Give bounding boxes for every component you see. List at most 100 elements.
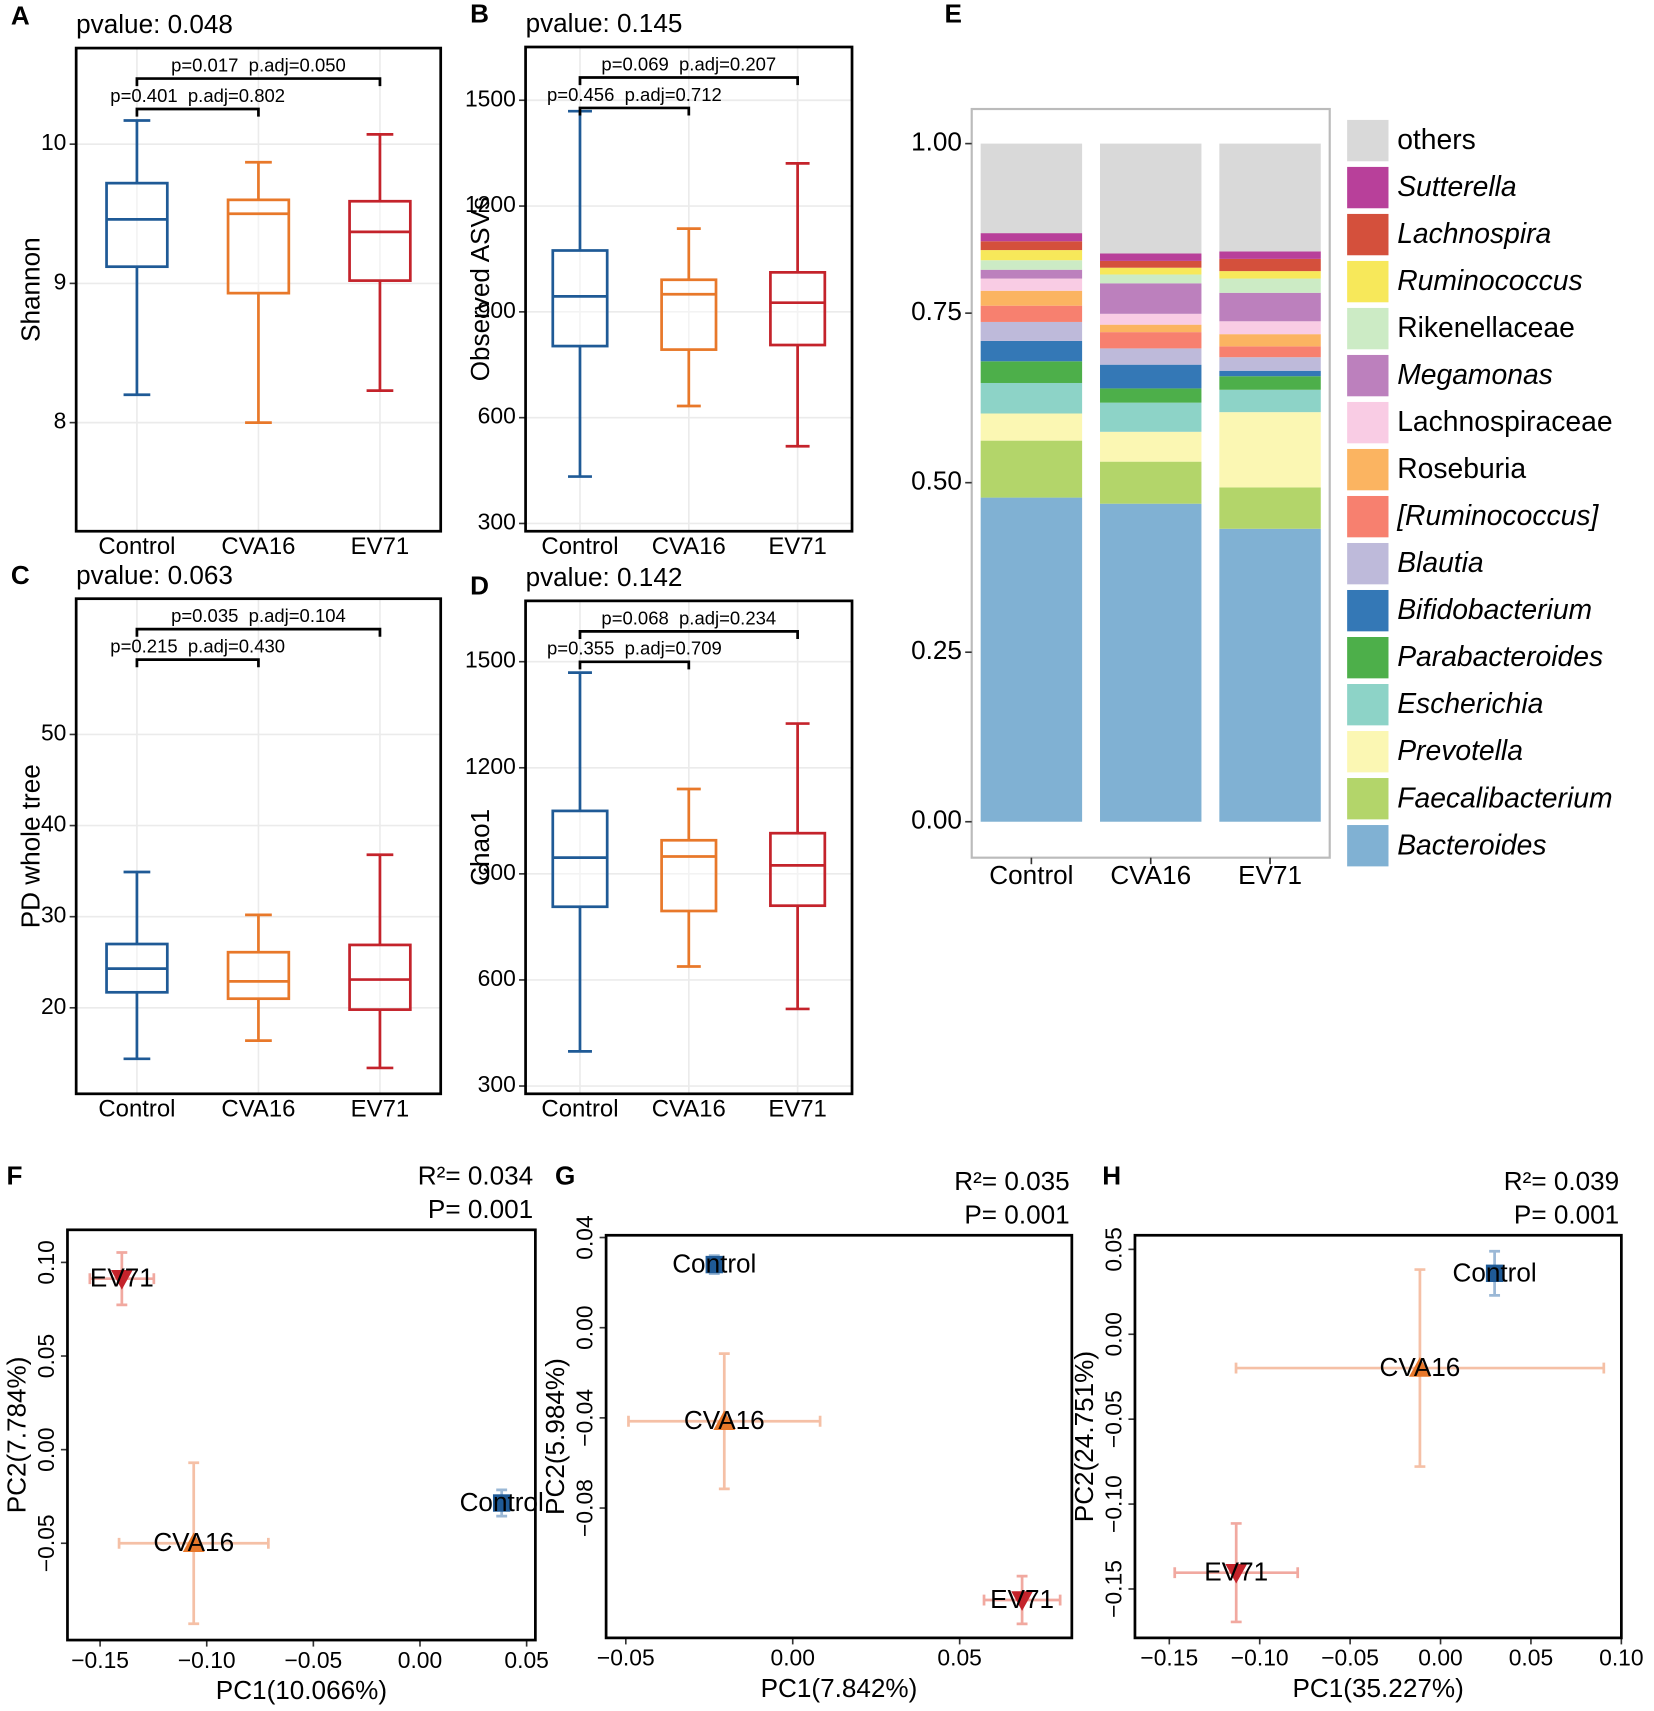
bar-segment	[1219, 487, 1321, 529]
x-tick-label: 0.05	[1509, 1645, 1553, 1671]
legend-swatch	[1347, 731, 1389, 773]
comparison-bracket	[578, 629, 799, 639]
box	[226, 950, 291, 1001]
point	[1409, 1357, 1431, 1377]
bar-segment	[980, 290, 1083, 306]
bar-segment	[1100, 503, 1202, 822]
bar-segment	[1100, 267, 1202, 275]
y-tick-label: 8	[54, 408, 67, 434]
y-axis-label: Shannon	[16, 237, 46, 342]
plot-background	[606, 1235, 1072, 1638]
bar-segment	[1100, 461, 1202, 504]
legend-swatch	[1347, 119, 1389, 162]
y-tick-label: 9	[54, 268, 67, 294]
legend-swatch	[1347, 778, 1389, 820]
bar-segment	[1100, 274, 1202, 284]
point	[182, 1532, 205, 1552]
plot-frame	[74, 46, 443, 533]
box	[769, 831, 827, 908]
y-tick-label: 0.05	[33, 1334, 59, 1378]
bar-segment	[1219, 357, 1321, 371]
y-axis-label: PC2(5.984%)	[540, 1358, 570, 1515]
bar-segment	[1219, 334, 1321, 347]
annotation: P= 0.001	[1514, 1200, 1619, 1230]
bar-segment	[1100, 431, 1202, 462]
legend-swatch	[1347, 213, 1389, 256]
legend-label: Sutterella	[1397, 170, 1516, 202]
chart-title: pvalue: 0.145	[526, 8, 683, 38]
legend-label: Lachnospiraceae	[1397, 405, 1612, 437]
legend-label: Bifidobacterium	[1397, 593, 1592, 625]
bar-segment	[1219, 370, 1321, 377]
box	[226, 198, 291, 295]
point	[1225, 1563, 1248, 1584]
y-tick-label: 0.00	[572, 1305, 598, 1349]
bar-segment	[1219, 292, 1321, 322]
point-label: Control	[460, 1487, 544, 1517]
y-tick-label: 1.00	[911, 126, 962, 156]
bar-segment	[1219, 346, 1321, 358]
bar-segment	[980, 143, 1083, 234]
chart-title: pvalue: 0.142	[526, 562, 683, 592]
point-label: CVA16	[684, 1405, 765, 1435]
comparison-label: p=0.017 p.adj=0.050	[171, 54, 346, 75]
bar-segment	[1100, 324, 1202, 333]
annotation: R²= 0.035	[954, 1166, 1069, 1196]
bar-segment	[1100, 253, 1202, 261]
point	[705, 1255, 723, 1274]
legend-swatch	[1347, 589, 1389, 632]
y-tick-label: 20	[41, 993, 66, 1019]
x-tick-label: Control	[541, 533, 618, 560]
legend-swatch	[1347, 260, 1389, 303]
bar-segment	[980, 250, 1083, 261]
y-tick-label: −0.10	[1100, 1475, 1126, 1533]
bar-segment	[980, 440, 1083, 498]
plot-frame	[524, 45, 854, 533]
y-tick-label: 300	[478, 1071, 516, 1097]
x-tick-label: EV71	[768, 533, 827, 560]
bar-segment	[1219, 376, 1321, 390]
panel-letter: G	[555, 1160, 575, 1190]
bar-segment	[1100, 313, 1202, 325]
plot-frame	[74, 597, 443, 1096]
legend-swatch	[1347, 495, 1389, 538]
legend-label: Rikenellaceae	[1397, 311, 1575, 343]
legend-swatch	[1347, 448, 1389, 491]
plot-background	[1134, 1235, 1622, 1638]
y-tick-label: −0.08	[572, 1479, 598, 1537]
panel-letter: A	[11, 1, 30, 31]
x-tick-label: −0.10	[1231, 1645, 1289, 1671]
legend-label: Roseburia	[1397, 452, 1526, 484]
x-tick-label: EV71	[768, 1095, 827, 1122]
bar-segment	[1219, 278, 1321, 293]
x-tick-label: −0.15	[71, 1647, 129, 1673]
point	[1011, 1591, 1033, 1611]
bar-segment	[1219, 143, 1321, 252]
x-axis-label: PC1(35.227%)	[1293, 1673, 1464, 1703]
bar-segment	[1219, 321, 1321, 335]
point-label: Control	[672, 1249, 756, 1279]
bar-segment	[1219, 528, 1321, 822]
x-tick-label: EV71	[351, 1095, 410, 1122]
comparison-bracket	[135, 107, 260, 117]
box	[348, 943, 412, 1011]
x-tick-label: CVA16	[652, 533, 726, 560]
point	[110, 1269, 133, 1290]
box	[660, 278, 718, 351]
panel-letter: C	[11, 560, 30, 590]
legend-swatch	[1347, 636, 1389, 679]
y-axis-label: Chao1	[465, 809, 495, 886]
y-tick-label: 0.05	[1100, 1227, 1126, 1271]
legend-label: Faecalibacterium	[1397, 781, 1612, 813]
x-axis-label: PC1(10.066%)	[216, 1675, 387, 1705]
x-tick-label: Control	[541, 1095, 618, 1122]
bar-segment	[1100, 143, 1202, 254]
x-axis-label: PC1(7.842%)	[761, 1673, 918, 1703]
x-tick-label: Control	[98, 533, 175, 560]
bar-segment	[1100, 260, 1202, 268]
bar-segment	[1100, 402, 1202, 432]
point	[713, 1410, 736, 1430]
chart-title: pvalue: 0.063	[76, 560, 233, 590]
panel-letter: E	[945, 0, 962, 28]
comparison-label: p=0.035 p.adj=0.104	[171, 605, 346, 626]
